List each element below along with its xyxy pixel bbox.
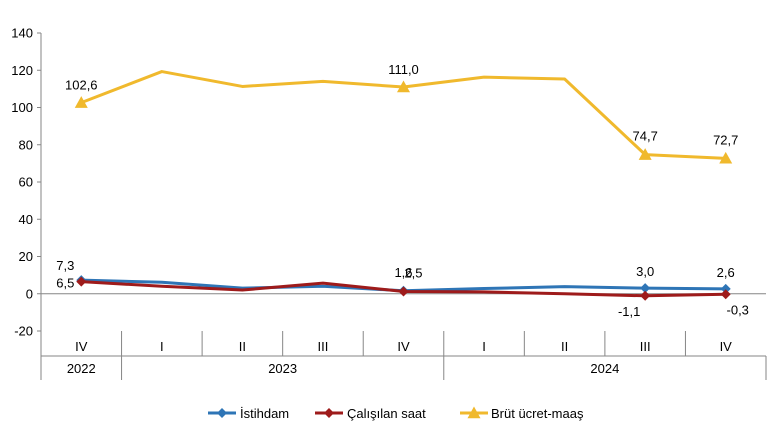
legend-label: Çalışılan saat [347, 406, 426, 421]
data-point [719, 151, 733, 164]
x-tick-label: II [239, 339, 246, 354]
legend-item: Çalışılan saat [315, 406, 426, 421]
y-tick-label: 140 [11, 26, 33, 41]
series-1 [76, 276, 731, 301]
series-layer [74, 70, 733, 301]
data-point [397, 80, 410, 93]
y-tick-label: 40 [19, 212, 33, 227]
legend-label: Brüt ücret-maaş [491, 406, 584, 421]
x-tick-label: IV [75, 339, 88, 354]
data-label: 72,7 [713, 132, 738, 147]
data-labels: 7,3 1,6 3,0 2,6 6,5 2,5 -1,1 -0,3 102,6 111,0 74,7… [56, 62, 749, 319]
data-label: -0,3 [727, 302, 749, 317]
y-tick-label: 20 [19, 249, 33, 264]
y-tick-label: 0 [26, 286, 33, 301]
legend: İstihdam Çalışılan saat Brüt ücret-maaş [208, 406, 584, 421]
x-tick-label: I [482, 339, 486, 354]
data-point [640, 283, 651, 294]
data-point [720, 283, 731, 294]
y-tick-label: 120 [11, 63, 33, 78]
legend-swatch-marker [324, 408, 334, 418]
data-label: 7,3 [56, 258, 74, 273]
legend-swatch-marker [467, 406, 481, 419]
x-tick-label: IV [720, 339, 733, 354]
legend-label: İstihdam [240, 406, 289, 421]
x-tick-label: II [561, 339, 568, 354]
data-label: 2,5 [404, 266, 422, 281]
data-label: 6,5 [56, 276, 74, 291]
y-tick-label: 60 [19, 175, 33, 190]
data-point [76, 276, 87, 287]
data-label: 3,0 [636, 264, 654, 279]
data-point [720, 289, 731, 300]
data-label: -1,1 [618, 304, 640, 319]
x-tick-label: I [160, 339, 164, 354]
x-tick-label: III [318, 339, 329, 354]
year-label: 2022 [67, 361, 96, 376]
legend-item: İstihdam [208, 406, 289, 421]
data-point [74, 96, 88, 108]
data-label: 111,0 [388, 62, 419, 77]
data-point [640, 290, 651, 301]
y-tick-label: 80 [19, 137, 33, 152]
legend-item: Brüt ücret-maaş [460, 406, 584, 421]
data-point [638, 148, 652, 160]
y-tick-label: -20 [14, 324, 33, 339]
data-label: 2,6 [717, 265, 735, 280]
data-label: 74,7 [633, 129, 658, 144]
year-label: 2023 [268, 361, 297, 376]
legend-swatch-marker [217, 408, 227, 418]
data-point [398, 286, 409, 297]
data-label: 102,6 [65, 78, 98, 93]
x-tick-label: III [640, 339, 651, 354]
data-label: 1,6 [394, 265, 412, 280]
x-tick-label: IV [397, 339, 410, 354]
y-tick-label: 100 [11, 100, 33, 115]
series-2 [74, 70, 733, 164]
year-label: 2024 [590, 361, 619, 376]
